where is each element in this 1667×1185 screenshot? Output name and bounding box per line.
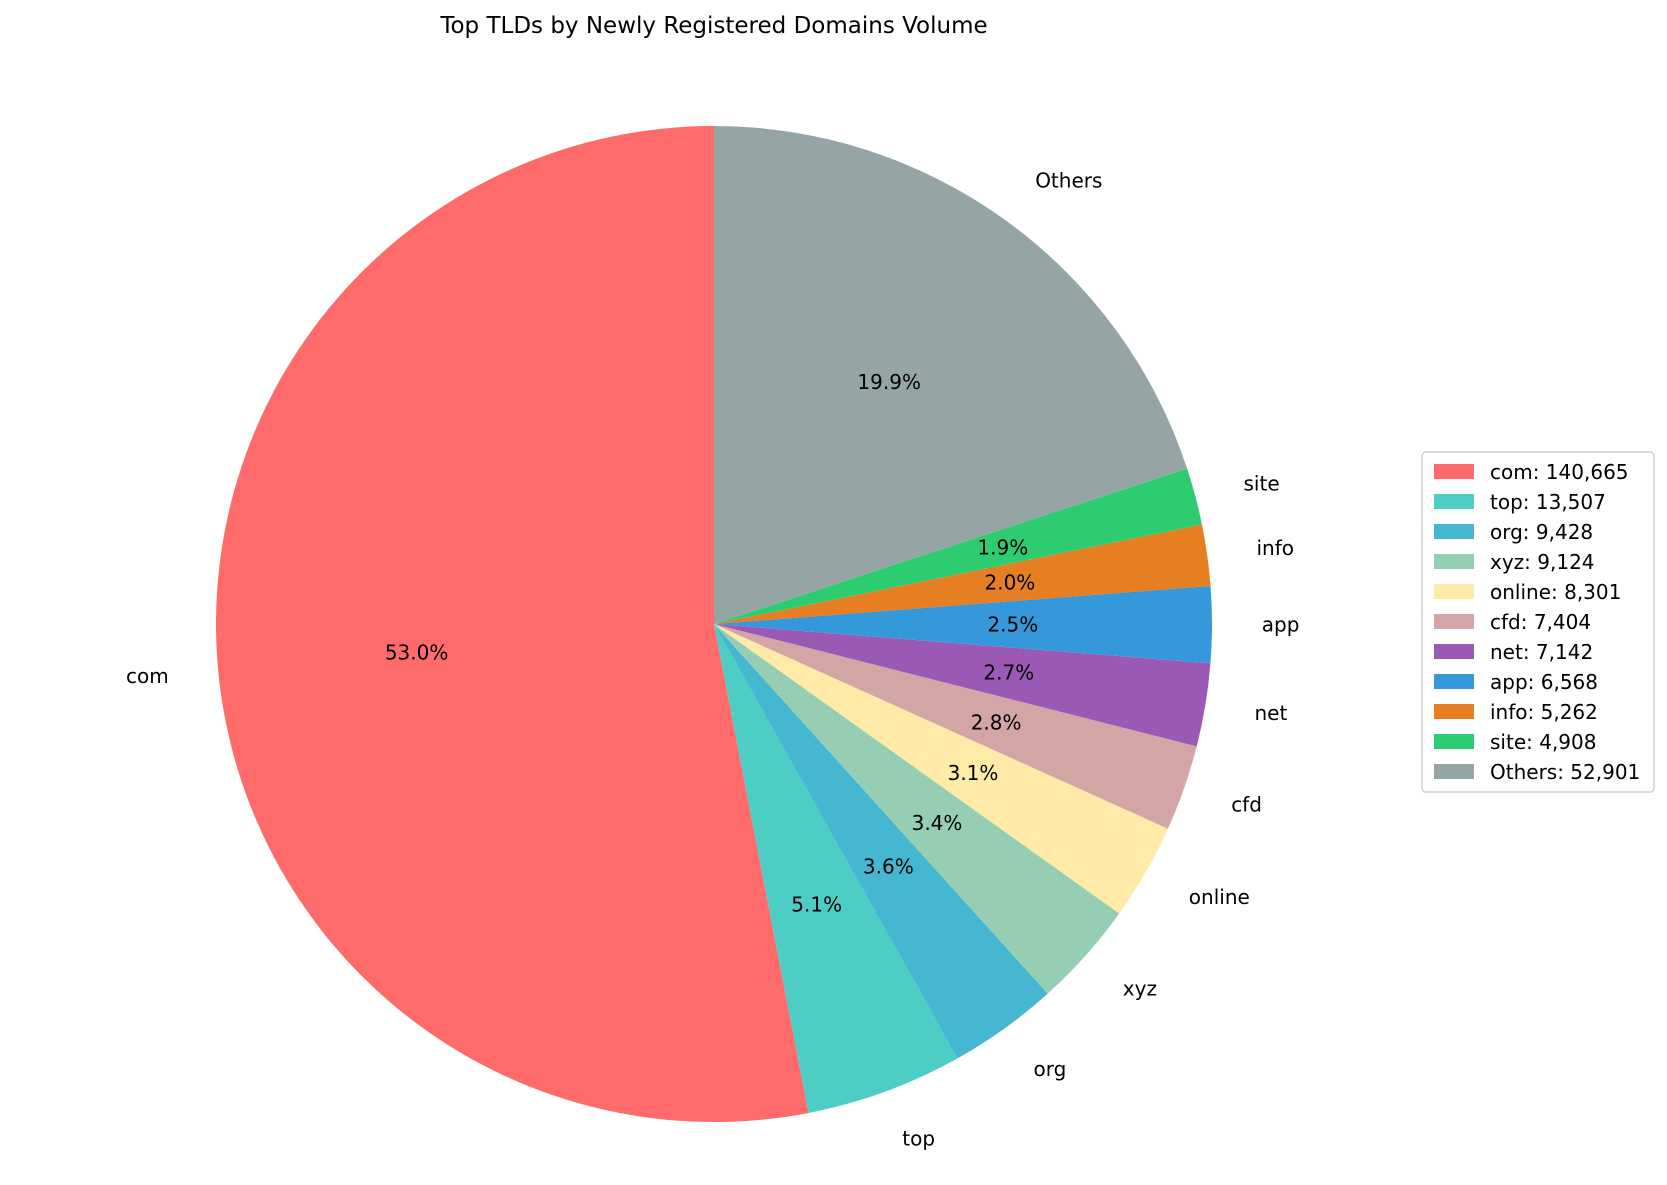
legend-swatch-com (1434, 464, 1474, 479)
pie-slice-xyz (714, 624, 1120, 994)
slice-label-others: Others (1035, 168, 1102, 192)
slice-label-cfd: cfd (1231, 793, 1262, 817)
legend-label-online: online: 8,301 (1490, 580, 1621, 604)
pct-label-others: 19.9% (857, 370, 921, 394)
legend-swatch-site (1434, 734, 1474, 749)
pct-label-site: 1.9% (977, 535, 1028, 559)
legend-swatch-others (1434, 764, 1474, 779)
slice-label-app: app (1262, 613, 1300, 637)
legend-label-others: Others: 52,901 (1490, 760, 1640, 784)
chart-title: Top TLDs by Newly Registered Domains Vol… (439, 13, 987, 39)
pie-slice-app (714, 585, 1212, 664)
percentage-labels: 53.0% 5.1% 3.6% 3.4% 3.1% 2.8% 2.7% 2.5% 2.0% 1.9… (385, 370, 1038, 917)
pct-label-online: 3.1% (948, 761, 999, 785)
pct-label-top: 5.1% (791, 893, 842, 917)
legend-swatch-top (1434, 494, 1474, 509)
slice-label-online: online (1189, 885, 1250, 909)
pct-label-net: 2.7% (983, 661, 1034, 685)
legend-swatch-online (1434, 584, 1474, 599)
slice-label-com: com (126, 664, 169, 688)
legend-swatch-cfd (1434, 614, 1474, 629)
pct-label-org: 3.6% (863, 855, 914, 879)
legend-swatch-info (1434, 704, 1474, 719)
legend-swatch-net (1434, 644, 1474, 659)
legend-frame (1421, 451, 1655, 793)
pie-slice-online (714, 624, 1168, 914)
pct-label-xyz: 3.4% (912, 811, 963, 835)
pie-slice-site (714, 468, 1202, 624)
legend-label-org: org: 9,428 (1490, 520, 1593, 544)
pie-slice-top (714, 624, 958, 1113)
slice-label-info: info (1257, 536, 1295, 560)
legend-label-cfd: cfd: 7,404 (1490, 610, 1591, 634)
slice-label-site: site (1244, 472, 1280, 496)
pie-slices (216, 125, 1212, 1122)
pie-slice-net (714, 624, 1211, 747)
slice-label-xyz: xyz (1123, 977, 1157, 1001)
legend-label-info: info: 5,262 (1490, 700, 1598, 724)
legend-label-app: app: 6,568 (1490, 670, 1598, 694)
pct-label-info: 2.0% (984, 571, 1035, 595)
slice-label-org: org (1034, 1057, 1067, 1081)
slice-label-net: net (1255, 701, 1288, 725)
pie-slice-cfd (714, 624, 1197, 829)
pct-label-com: 53.0% (385, 641, 449, 665)
legend-swatch-org (1434, 524, 1474, 539)
pie-slice-info (714, 524, 1211, 624)
legend-swatch-app (1434, 674, 1474, 689)
pie-slice-others (714, 125, 1188, 625)
pie-slice-org (714, 624, 1048, 1059)
pct-label-app: 2.5% (987, 612, 1038, 636)
slice-label-top: top (902, 1126, 935, 1150)
pct-label-cfd: 2.8% (971, 711, 1022, 735)
legend-label-xyz: xyz: 9,124 (1490, 550, 1595, 574)
legend-label-site: site: 4,908 (1490, 730, 1596, 754)
legend: com: 140,665 top: 13,507 org: 9,428 xyz: 9,… (1421, 451, 1655, 793)
legend-swatch-xyz (1434, 554, 1474, 569)
pie-slice-com (216, 126, 809, 1122)
legend-label-top: top: 13,507 (1490, 490, 1606, 514)
slice-labels: com top org xyz online cfd net app info site Other… (126, 168, 1299, 1150)
legend-label-net: net: 7,142 (1490, 640, 1593, 664)
legend-label-com: com: 140,665 (1490, 460, 1629, 484)
